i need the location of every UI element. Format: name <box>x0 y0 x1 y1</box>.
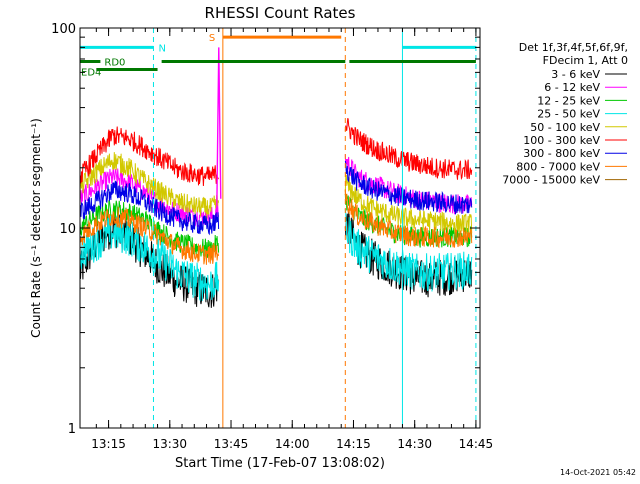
series-line-8 <box>79 189 473 265</box>
legend-label-3: 12 - 25 keV <box>537 94 600 107</box>
x-tick-label-1: 13:15 <box>91 437 126 451</box>
legend-header-line-1: Det 1f,3f,4f,5f,6f,9f, <box>519 41 628 54</box>
y-tick-label-1: 1 <box>68 422 76 437</box>
legend-label-2: 6 - 12 keV <box>544 81 600 94</box>
x-tick-label-2: 13:30 <box>152 437 187 451</box>
y-tick-label-2: 10 <box>59 222 76 237</box>
bar-label-n: N <box>158 43 165 54</box>
bar-label-ed4: ED4 <box>81 68 101 79</box>
x-tick-label-3: 13:45 <box>214 437 249 451</box>
series-lines <box>79 47 473 308</box>
x-tick-label-6: 14:30 <box>397 437 432 451</box>
x-tick-label-5: 14:15 <box>336 437 371 451</box>
legend: Det 1f,3f,4f,5f,6f,9f, FDecim 1, Att 0 3… <box>502 41 628 187</box>
legend-label-6: 100 - 300 keV <box>523 134 600 147</box>
y-axis-label: Count Rate (s⁻¹ detector segment⁻¹) <box>29 118 43 338</box>
legend-label-5: 50 - 100 keV <box>530 121 600 134</box>
chart-title: RHESSI Count Rates <box>205 4 356 22</box>
legend-header-line-2: FDecim 1, Att 0 <box>543 54 628 67</box>
series-line-4 <box>79 208 473 302</box>
series-line-5 <box>79 152 473 235</box>
legend-label-8: 800 - 7000 keV <box>516 160 600 173</box>
flare-peak-spike <box>216 47 222 213</box>
footer-timestamp: 14-Oct-2021 05:42 <box>560 468 636 477</box>
bar-label-rd0: RD0 <box>104 57 125 68</box>
legend-label-7: 300 - 800 keV <box>523 147 600 160</box>
axis-ticks: 13:15 13:30 13:45 14:00 14:15 14:30 14:45 1 10 10… <box>51 22 493 451</box>
legend-label-1: 3 - 6 keV <box>551 68 600 81</box>
legend-label-4: 25 - 50 keV <box>537 108 600 121</box>
bar-label-s: S <box>209 33 215 44</box>
y-tick-label-3: 100 <box>51 22 76 37</box>
x-tick-label-4: 14:00 <box>275 437 310 451</box>
series-line-6 <box>79 118 473 187</box>
series-line-7 <box>79 160 473 236</box>
x-tick-label-7: 14:45 <box>459 437 494 451</box>
x-axis-label: Start Time (17-Feb-07 13:08:02) <box>175 456 385 471</box>
legend-label-9: 7000 - 15000 keV <box>502 174 600 187</box>
